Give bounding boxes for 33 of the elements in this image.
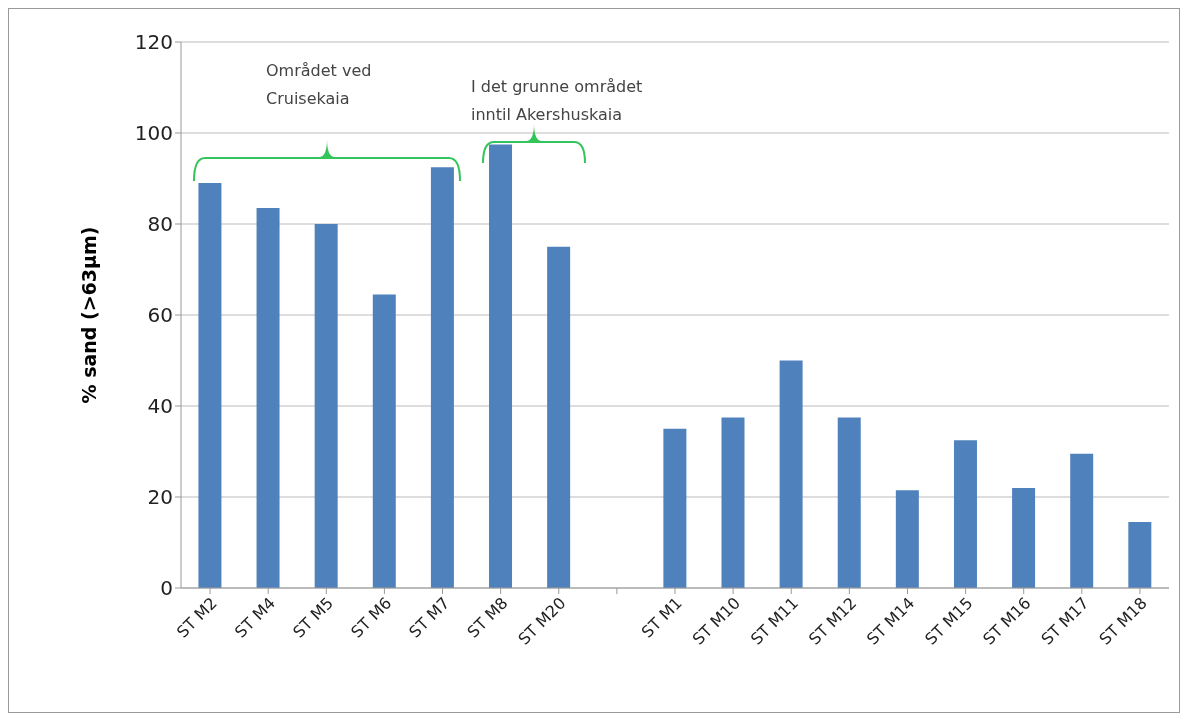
bar [837, 417, 861, 588]
bar [1070, 453, 1094, 588]
bar [547, 246, 571, 588]
x-tick-label: ST M4 [230, 593, 279, 642]
bar [489, 144, 513, 588]
bar [895, 490, 919, 588]
x-tick-label: ST M8 [463, 593, 512, 642]
bar [953, 440, 977, 588]
bar [721, 417, 745, 588]
x-tick-label: ST M7 [405, 593, 454, 642]
y-tick-label: 80 [147, 212, 173, 237]
bar [314, 224, 338, 588]
bar [1128, 522, 1152, 588]
y-tick-label: 120 [134, 30, 173, 55]
bar [256, 208, 280, 588]
y-tick-label: 20 [147, 485, 173, 510]
y-tick-label: 100 [134, 121, 173, 146]
bar [779, 360, 803, 588]
x-tick-label: ST M5 [289, 593, 338, 642]
x-tick-label: ST M2 [172, 593, 221, 642]
bar [1012, 487, 1036, 588]
bar [663, 428, 687, 588]
bar [372, 294, 396, 588]
x-tick-label: ST M6 [347, 593, 396, 642]
annotation: Området ved Cruisekaia [266, 60, 372, 110]
y-tick-label: 40 [147, 394, 173, 419]
y-tick-label: 0 [160, 576, 173, 601]
y-tick-label: 60 [147, 303, 173, 328]
bar [430, 167, 454, 588]
y-axis-title: % sand (>63µm) [77, 226, 100, 404]
x-tick-label: ST M1 [637, 593, 686, 642]
bar [198, 183, 222, 588]
annotation: I det grunne området inntil Akershuskaia [471, 76, 643, 126]
